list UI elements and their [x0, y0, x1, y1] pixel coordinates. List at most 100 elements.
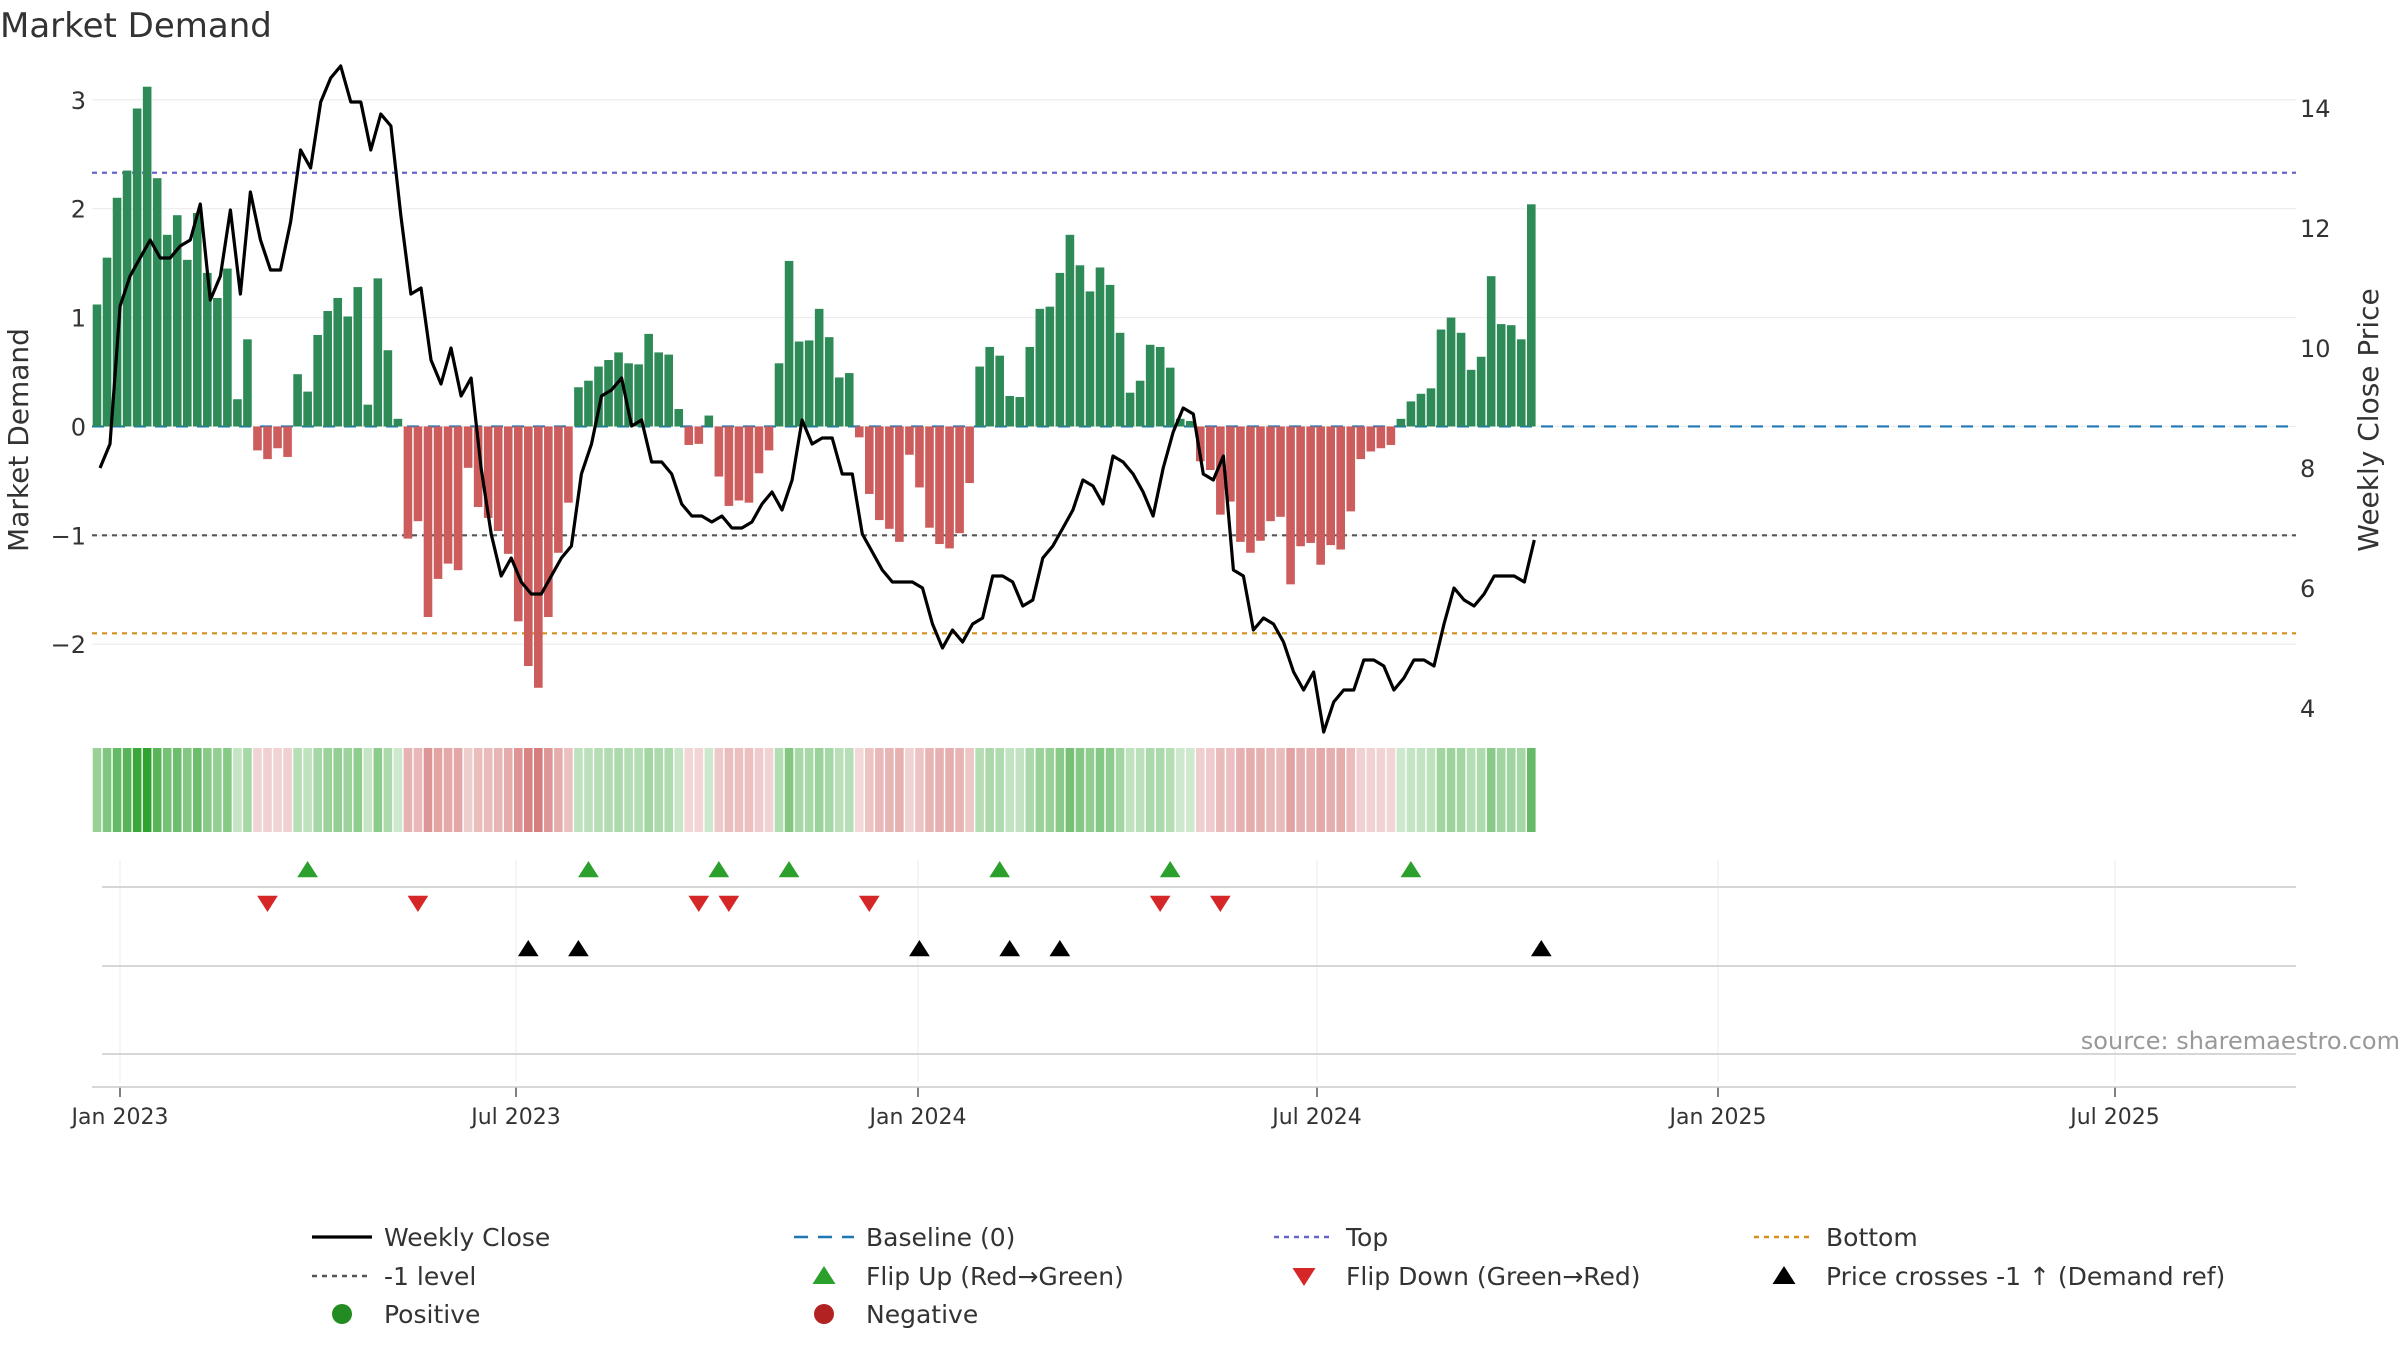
flip-up-marker	[578, 861, 599, 878]
demand-bar	[213, 297, 222, 427]
demand-bar	[754, 426, 764, 474]
demand-bar	[1386, 426, 1396, 445]
demand-bar	[1366, 426, 1376, 452]
heat-cell	[1406, 748, 1416, 832]
demand-bar	[102, 257, 112, 427]
demand-bar	[343, 316, 353, 427]
heat-cell	[102, 748, 112, 832]
demand-bar	[905, 426, 914, 455]
demand-bar	[1155, 346, 1165, 427]
flip-up-marker	[989, 861, 1011, 878]
demand-bar	[423, 426, 433, 617]
heat-cell	[122, 748, 132, 832]
demand-bar	[714, 426, 724, 477]
demand-bar	[734, 426, 744, 501]
demand-bar	[1196, 426, 1205, 462]
demand-bar	[1406, 401, 1416, 427]
heat-cell	[193, 748, 202, 832]
heat-cell	[1075, 748, 1085, 832]
heat-cell	[323, 748, 332, 832]
demand-bar	[1246, 426, 1255, 553]
heat-cell	[393, 748, 403, 832]
heat-cell	[634, 748, 643, 832]
demand-bar	[724, 426, 734, 506]
heat-cell	[704, 748, 714, 832]
heat-cell	[744, 748, 754, 832]
heat-cell	[764, 748, 774, 832]
demand-bar	[945, 426, 954, 549]
heat-cell	[1356, 748, 1366, 832]
heat-cell	[263, 748, 272, 832]
demand-bar	[1326, 426, 1335, 546]
heat-cell	[1105, 748, 1115, 832]
demand-bar	[142, 86, 152, 427]
heat-cell	[774, 748, 784, 832]
demand-bar	[644, 333, 653, 427]
demand-bar	[995, 355, 1004, 427]
demand-bar	[1356, 426, 1366, 460]
heat-cell	[513, 748, 523, 832]
heat-cell	[1035, 748, 1045, 832]
legend-label: Top	[1345, 1223, 1388, 1252]
heat-cell	[794, 748, 804, 832]
demand-bar	[694, 426, 704, 444]
heat-cell	[734, 748, 744, 832]
demand-bar	[674, 409, 684, 427]
demand-bar	[483, 426, 493, 518]
demand-bar	[824, 337, 834, 427]
demand-bar	[1496, 324, 1506, 427]
demand-bar	[193, 213, 202, 427]
x-tick-label: Jan 2025	[1668, 1105, 1767, 1130]
heat-cell	[1236, 748, 1245, 832]
demand-bar	[1336, 426, 1346, 550]
demand-bar	[172, 215, 182, 427]
heat-cell	[574, 748, 583, 832]
heat-cell	[213, 748, 222, 832]
price-cross-marker	[999, 940, 1021, 957]
demand-bar	[1446, 317, 1456, 427]
heat-cell	[674, 748, 684, 832]
heat-cell	[624, 748, 633, 832]
heat-cell	[985, 748, 994, 832]
flip-down-marker	[718, 895, 740, 912]
heat-cell	[714, 748, 724, 832]
left-axis-label: Market Demand	[2, 328, 35, 552]
demand-bar	[965, 426, 974, 484]
demand-bar	[1045, 306, 1055, 427]
demand-bar	[1105, 284, 1115, 427]
demand-bar	[293, 374, 302, 427]
heat-cell	[1185, 748, 1195, 832]
heat-cell	[1155, 748, 1165, 832]
heat-cell	[493, 748, 503, 832]
demand-bar	[1456, 332, 1466, 427]
heat-cell	[1386, 748, 1396, 832]
heat-cell	[814, 748, 824, 832]
demand-bar	[323, 311, 332, 427]
event-markers	[102, 861, 2296, 1286]
demand-bar	[1175, 418, 1185, 427]
heat-cell	[1456, 748, 1466, 832]
demand-bar	[493, 426, 503, 531]
heat-cell	[895, 748, 904, 832]
demand-bar	[915, 426, 924, 488]
flip-up-marker	[1159, 861, 1181, 878]
heat-cell	[182, 748, 192, 832]
demand-bar	[1055, 272, 1065, 427]
heat-cell	[403, 748, 413, 832]
heat-cell	[844, 748, 854, 832]
demand-bar	[1506, 325, 1516, 427]
left-tick-label: −1	[51, 522, 86, 550]
demand-bar	[834, 377, 844, 427]
demand-bar	[985, 346, 994, 427]
demand-bar	[764, 426, 774, 451]
demand-bar	[1516, 339, 1526, 427]
heat-cell	[594, 748, 603, 832]
demand-bar	[243, 339, 252, 427]
source-label: source: sharemaestro.com	[2081, 1027, 2400, 1055]
heat-cell	[1296, 748, 1305, 832]
legend-label: Negative	[866, 1300, 978, 1329]
x-tick-label: Jul 2023	[469, 1105, 561, 1130]
heat-cell	[1346, 748, 1356, 832]
demand-bar	[804, 340, 814, 427]
price-line-group	[98, 64, 1536, 734]
